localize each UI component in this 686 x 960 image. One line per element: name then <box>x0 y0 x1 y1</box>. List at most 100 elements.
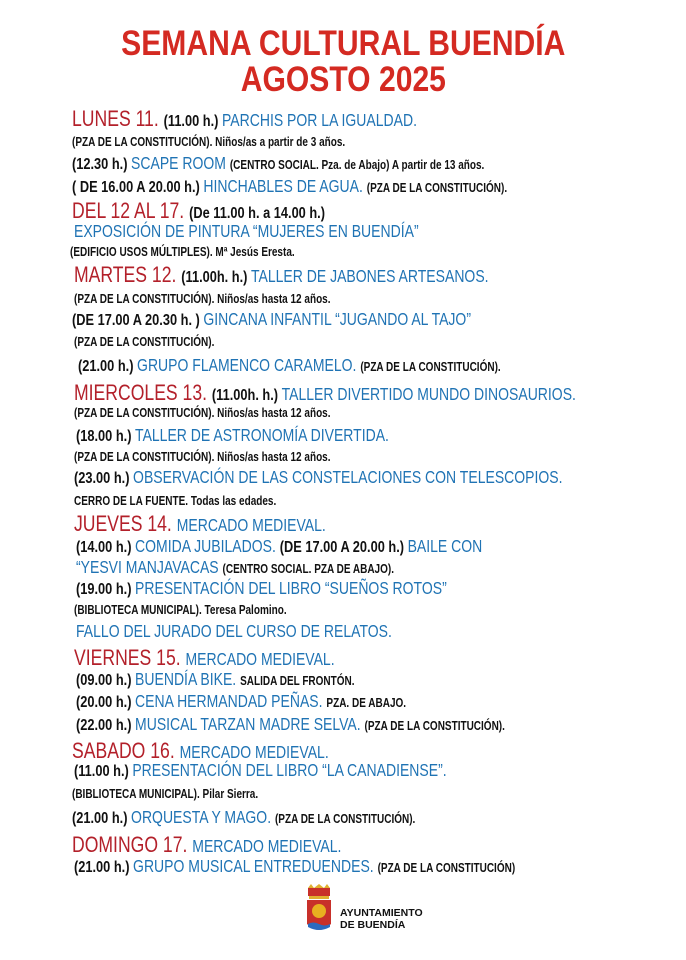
event-time: (19.00 h.) <box>76 581 136 598</box>
event-note: (PZA DE LA CONSTITUCIÓN). Niños/as hasta… <box>74 292 331 306</box>
event-note: (PZA DE LA CONSTITUCIÓN). <box>274 812 416 826</box>
program-line: SABADO 16. MERCADO MEDIEVAL. <box>72 738 329 764</box>
day-heading: LUNES 11. <box>72 106 164 131</box>
event-time: (11.00 h.) <box>163 113 222 130</box>
event-name: GRUPO MUSICAL ENTREDUENDES. <box>133 856 378 876</box>
event-name: OBSERVACIÓN DE LAS CONSTELACIONES CON TE… <box>133 467 563 487</box>
event-name: TALLER DE JABONES ARTESANOS. <box>250 266 489 286</box>
program-line: DEL 12 AL 17. (De 11.00 h. a 14.00 h.) <box>72 198 325 224</box>
event-note: CERRO DE LA FUENTE. Todas las edades. <box>74 494 277 508</box>
day-heading: MARTES 12. <box>74 262 182 287</box>
event-note: SALIDA DEL FRONTÓN. <box>240 674 355 688</box>
title-line-1: SEMANA CULTURAL BUENDÍA <box>120 24 566 63</box>
program-line: (PZA DE LA CONSTITUCIÓN). Niños/as hasta… <box>74 404 331 422</box>
event-note: (PZA DE LA CONSTITUCIÓN). Niños/as hasta… <box>74 450 331 464</box>
event-note: (PZA DE LA CONSTITUCIÓN). <box>366 181 508 195</box>
event-note: (CENTRO SOCIAL. Pza. de Abajo) A partir … <box>229 158 485 172</box>
event-name: PRESENTACIÓN DEL LIBRO “LA CANADIENSE”. <box>132 760 447 780</box>
day-heading: MIERCOLES 13. <box>74 380 212 405</box>
event-time: (21.00 h.) <box>78 358 138 375</box>
event-time: (14.00 h.) <box>76 539 136 556</box>
event-time: (11.00 h.) <box>74 763 133 780</box>
program-line: (14.00 h.) COMIDA JUBILADOS. (DE 17.00 A… <box>76 536 482 557</box>
event-name: SCAPE ROOM <box>131 153 230 173</box>
event-name: BUENDÍA BIKE. <box>135 669 241 689</box>
event-name: GINCANA INFANTIL “JUGANDO AL TAJO” <box>203 309 471 329</box>
event-note: (PZA DE LA CONSTITUCIÓN). <box>360 360 501 374</box>
event-name: “YESVI MANJAVACAS <box>76 557 223 577</box>
event-name: MERCADO MEDIEVAL. <box>192 836 342 856</box>
event-time: (20.00 h.) <box>76 694 136 711</box>
event-name: CENA HERMANDAD PEÑAS. <box>135 691 327 711</box>
program-line: (BIBLIOTECA MUNICIPAL). Pilar Sierra. <box>72 785 258 803</box>
program-line: (PZA DE LA CONSTITUCIÓN). Niños/as hasta… <box>74 448 331 466</box>
event-note: (PZA DE LA CONSTITUCIÓN). Niños/as a par… <box>72 135 346 149</box>
logo-text-line-1: AYUNTAMIENTO <box>340 907 423 919</box>
poster-subtitle: AGOSTO 2025 <box>0 62 686 98</box>
program-line: (21.00 h.) ORQUESTA Y MAGO. (PZA DE LA C… <box>72 807 415 828</box>
program-line: (23.00 h.) OBSERVACIÓN DE LAS CONSTELACI… <box>74 467 563 488</box>
logo-text-line-2: DE BUENDÍA <box>340 919 406 931</box>
program-line: LUNES 11. (11.00 h.) PARCHIS POR LA IGUA… <box>72 106 417 132</box>
event-note: (BIBLIOTECA MUNICIPAL). Teresa Palomino. <box>74 603 287 617</box>
program-line: (12.30 h.) SCAPE ROOM (CENTRO SOCIAL. Pz… <box>72 153 484 174</box>
event-time: (23.00 h.) <box>74 470 134 487</box>
event-name: BAILE CON <box>407 536 483 556</box>
event-name: EXPOSICIÓN DE PINTURA “MUJERES EN BUENDÍ… <box>74 221 419 241</box>
event-name: ORQUESTA Y MAGO. <box>131 807 275 827</box>
program-line: (20.00 h.) CENA HERMANDAD PEÑAS. PZA. DE… <box>76 691 406 712</box>
program-line: (22.00 h.) MUSICAL TARZAN MADRE SELVA. (… <box>76 714 505 735</box>
program-line: (PZA DE LA CONSTITUCIÓN). Niños/as hasta… <box>74 290 331 308</box>
event-note: PZA. DE ABAJO. <box>326 696 407 710</box>
event-time: (09.00 h.) <box>76 672 136 689</box>
event-time: (21.00 h.) <box>72 810 132 827</box>
event-time: ( DE 16.00 A 20.00 h.) <box>72 179 204 196</box>
event-name: MERCADO MEDIEVAL. <box>176 515 326 535</box>
poster-title: SEMANA CULTURAL BUENDÍA <box>0 26 686 62</box>
day-heading: VIERNES 15. <box>74 645 186 670</box>
program-line: (19.00 h.) PRESENTACIÓN DEL LIBRO “SUEÑO… <box>76 578 447 599</box>
event-name: PRESENTACIÓN DEL LIBRO “SUEÑOS ROTOS” <box>135 578 447 598</box>
program-line: (18.00 h.) TALLER DE ASTRONOMÍA DIVERTID… <box>76 425 389 446</box>
event-note: (CENTRO SOCIAL. PZA DE ABAJO). <box>222 562 395 576</box>
event-name: MERCADO MEDIEVAL. <box>179 742 329 762</box>
program-line: MIERCOLES 13. (11.00h. h.) TALLER DIVERT… <box>74 380 576 406</box>
program-line: (09.00 h.) BUENDÍA BIKE. SALIDA DEL FRON… <box>76 669 355 690</box>
event-name: TALLER DE ASTRONOMÍA DIVERTIDA. <box>135 425 389 445</box>
program-line: (BIBLIOTECA MUNICIPAL). Teresa Palomino. <box>74 601 287 619</box>
event-time: (21.00 h.) <box>74 859 134 876</box>
coat-of-arms-icon <box>307 884 331 930</box>
day-heading: DEL 12 AL 17. <box>72 198 190 223</box>
event-name: MUSICAL TARZAN MADRE SELVA. <box>135 714 365 734</box>
day-heading: JUEVES 14. <box>74 511 177 536</box>
event-note: (EDIFICIO USOS MÚLTIPLES). Mª Jesús Eres… <box>70 245 295 259</box>
event-time: (12.30 h.) <box>72 156 132 173</box>
program-line: CERRO DE LA FUENTE. Todas las edades. <box>74 492 276 510</box>
day-heading: DOMINGO 17. <box>72 832 193 857</box>
program-line: (21.00 h.) GRUPO FLAMENCO CARAMELO. (PZA… <box>78 355 501 376</box>
event-name: PARCHIS POR LA IGUALDAD. <box>221 110 417 130</box>
event-time: (22.00 h.) <box>76 717 136 734</box>
program-line: (21.00 h.) GRUPO MUSICAL ENTREDUENDES. (… <box>74 856 515 877</box>
footer-logo: AYUNTAMIENTO DE BUENDÍA <box>304 884 423 936</box>
day-heading: SABADO 16. <box>72 738 180 763</box>
title-line-2: AGOSTO 2025 <box>240 60 446 99</box>
program-line: EXPOSICIÓN DE PINTURA “MUJERES EN BUENDÍ… <box>74 221 419 242</box>
event-note: (BIBLIOTECA MUNICIPAL). Pilar Sierra. <box>72 787 259 801</box>
program-line: JUEVES 14. MERCADO MEDIEVAL. <box>74 511 326 537</box>
event-time: (11.00h. h.) <box>211 387 282 404</box>
event-name: TALLER DIVERTIDO MUNDO DINOSAURIOS. <box>281 384 576 404</box>
program-line: (PZA DE LA CONSTITUCIÓN). Niños/as a par… <box>72 133 345 151</box>
event-name: COMIDA JUBILADOS. <box>135 536 280 556</box>
program-line: FALLO DEL JURADO DEL CURSO DE RELATOS. <box>76 621 392 642</box>
event-note: (PZA DE LA CONSTITUCIÓN). Niños/as hasta… <box>74 406 331 420</box>
program-line: ( DE 16.00 A 20.00 h.) HINCHABLES DE AGU… <box>72 176 507 197</box>
program-line: VIERNES 15. MERCADO MEDIEVAL. <box>74 645 335 671</box>
program-line: “YESVI MANJAVACAS (CENTRO SOCIAL. PZA DE… <box>76 557 394 578</box>
event-name: MERCADO MEDIEVAL. <box>185 649 335 669</box>
program-line: DOMINGO 17. MERCADO MEDIEVAL. <box>72 832 341 858</box>
event-note: (PZA DE LA CONSTITUCIÓN) <box>377 861 516 875</box>
program-line: (11.00 h.) PRESENTACIÓN DEL LIBRO “LA CA… <box>74 760 447 781</box>
event-note: (PZA DE LA CONSTITUCIÓN). <box>74 335 215 349</box>
program-line: (EDIFICIO USOS MÚLTIPLES). Mª Jesús Eres… <box>70 243 295 261</box>
